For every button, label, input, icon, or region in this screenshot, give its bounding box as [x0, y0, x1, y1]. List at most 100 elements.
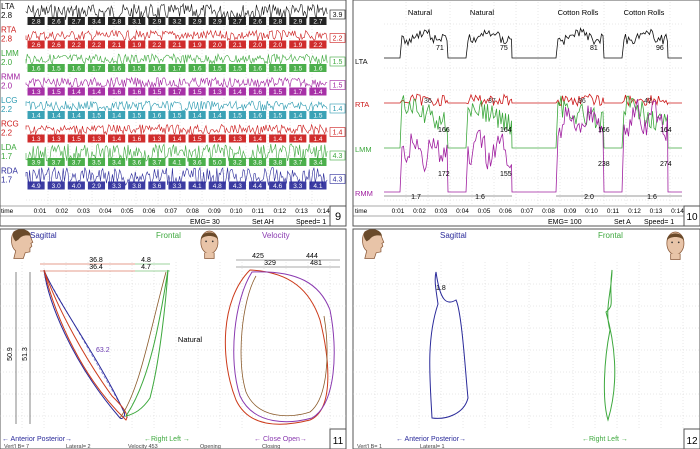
panel-10-time-tick: 0:02 — [413, 208, 426, 215]
channel-rmm-cell-value: 1.4 — [233, 89, 242, 96]
channel-lcg-cell — [309, 111, 327, 119]
panel-9-number: 9 — [335, 211, 341, 223]
channel-lda-cell-value: 3.7 — [152, 160, 161, 167]
panel-10-time-tick: 0:06 — [499, 208, 512, 215]
channel-rmm-cell — [228, 87, 246, 96]
channel-lda-cell — [168, 158, 186, 166]
channel-rta-cell — [148, 40, 166, 49]
channel-lcg-cell — [87, 111, 106, 119]
panel-12-grid — [353, 262, 700, 430]
channel-rcg-cell — [87, 134, 106, 143]
channel-lmm-cell — [309, 64, 327, 72]
channel-lda-cell-value: 5.0 — [213, 160, 222, 167]
channel-lcg-cell — [168, 111, 186, 119]
channel-rcg-cell — [309, 134, 327, 143]
panel-11-grid — [0, 262, 346, 430]
panel-11-velocity-opening-path — [233, 271, 335, 423]
panel-9-time-tick: 0:01 — [34, 208, 47, 215]
channel-rcg-cell — [67, 134, 85, 143]
channel-lcg-cell — [67, 111, 85, 119]
channel-rta-cell — [309, 40, 327, 49]
panel-9-time-tick: 0:11 — [252, 208, 265, 215]
channel-rmm-cell — [168, 87, 186, 96]
channel-lta-value: 2.8 — [1, 11, 13, 20]
panel-10-time-axis: time 0:01 0:02 0:03 0:04 0:05 0:06 0:07 0:08 0:09… — [353, 205, 684, 215]
channel-rcg-right-value-box — [329, 127, 346, 137]
channel-lcg-cell — [228, 111, 246, 119]
channel-rta-cell-value: 1.9 — [193, 42, 202, 49]
channel-lcg-cell-value: 1.6 — [152, 113, 161, 120]
panel-10-interval: 2.0 — [584, 194, 594, 201]
panel-9-status-bar: EMG= 30 Set AH Speed= 1 — [0, 215, 330, 226]
channel-rda-trace — [25, 166, 328, 187]
panel-12-sagittal-label: Sagittal — [440, 231, 467, 240]
panel-10-lta-value: 75 — [500, 45, 508, 52]
channel-rda-cell-value: 4.8 — [213, 183, 222, 190]
channel-rta-cell-value: 2.0 — [273, 42, 282, 49]
channel-lta-cell — [309, 17, 327, 25]
panel-10-rta-value: 42 — [644, 98, 652, 105]
panel-11-sagittal-value: 36.8 — [89, 257, 103, 264]
channel-rta-cell — [168, 40, 186, 49]
panel-11-frontal-label: Frontal — [156, 231, 181, 240]
channel-rta-cell-value: 2.2 — [92, 42, 101, 49]
channel-rta-cell-value: 2.2 — [313, 42, 322, 49]
channel-rda-cell-value: 4.3 — [233, 183, 242, 190]
panel-10-annotation: Cotton Rolls — [624, 8, 665, 17]
channel-rta-cell — [128, 40, 146, 49]
channel-lmm-cell-value: 1.6 — [152, 66, 161, 73]
panel-9-time-tick: 0:08 — [186, 208, 199, 215]
channel-rda-cell — [168, 181, 186, 190]
channel-lta-cell — [289, 17, 307, 25]
channel-rcg-cell-value: 1.4 — [293, 136, 302, 143]
channel-lmm-cell-value: 1.6 — [253, 66, 262, 73]
channel-lcg-trace — [25, 100, 328, 112]
channel-lcg-cell — [47, 111, 65, 119]
panel-11-sagittal-value: 36.4 — [89, 264, 103, 271]
channel-lmm-cell — [248, 64, 267, 72]
channel-lta-cell-value: 2.9 — [213, 19, 222, 26]
channel-rmm-right-value-box — [329, 80, 346, 90]
channel-rcg-cell-value: 1.4 — [112, 136, 121, 143]
panel-9-time-label: time — [1, 208, 14, 215]
head-front-icon-eye — [671, 241, 673, 244]
channel-rmm-cell-value: 1.6 — [132, 89, 141, 96]
panel-9-status-item: Speed= 1 — [296, 219, 326, 226]
channel-rta-cell-value: 2.2 — [152, 42, 161, 49]
channel-rcg-cell — [289, 134, 307, 143]
panel-11-diagonal-measure — [43, 271, 129, 419]
panel-11-frontal-closing-path — [119, 271, 167, 419]
channel-lta-cell — [228, 17, 246, 25]
channel-rda-cell-value: 2.9 — [92, 183, 101, 190]
channel-lda-cell-value: 3.5 — [92, 160, 101, 167]
channel-rcg-cell — [148, 134, 166, 143]
panel-10-lmm-trace — [384, 95, 682, 149]
channel-lmm-cell-value: 1.5 — [132, 66, 141, 73]
panel-11-velocity-label: Velocity — [262, 231, 290, 240]
channel-lta-cell-value: 2.8 — [112, 19, 121, 26]
panel-10-rmm-value: 155 — [500, 171, 512, 178]
panel-11-frontal-path — [124, 269, 169, 417]
channel-rmm-cell — [248, 87, 267, 96]
panel-9-status-item: EMG= 30 — [190, 219, 220, 226]
panel-10-time-tick: 0:09 — [564, 208, 577, 215]
channel-rta-cell-value: 2.6 — [32, 42, 41, 49]
channel-lmm-label: LMM — [1, 49, 19, 58]
channel-rcg-cell-value: 1.3 — [92, 136, 101, 143]
channel-rta-cell-value: 1.9 — [132, 42, 141, 49]
panel-12-content: Sagittal Frontal 1.8 ← Anterior Posterior→ ←… — [357, 229, 685, 449]
channel-rda-cell — [289, 181, 307, 190]
panel-10-frame — [352, 0, 700, 227]
panel-10-rta-value: 36 — [424, 98, 432, 105]
channel-lcg-cell-value: 1.4 — [32, 113, 41, 120]
channel-lmm-cell — [148, 64, 166, 72]
channel-lcg-label: LCG — [1, 96, 17, 105]
channel-lta-label: LTA — [1, 2, 15, 11]
channel-lta-cell-value: 2.7 — [233, 19, 242, 26]
panel-11-velocity-path — [240, 275, 328, 417]
panel-10-lta-label: LTA — [355, 57, 368, 66]
panel-10-lmm-value: 164 — [500, 127, 512, 134]
channel-rmm-cell-value: 1.6 — [253, 89, 262, 96]
panel-12-frame — [352, 228, 700, 449]
channel-lcg-cell — [188, 111, 206, 119]
